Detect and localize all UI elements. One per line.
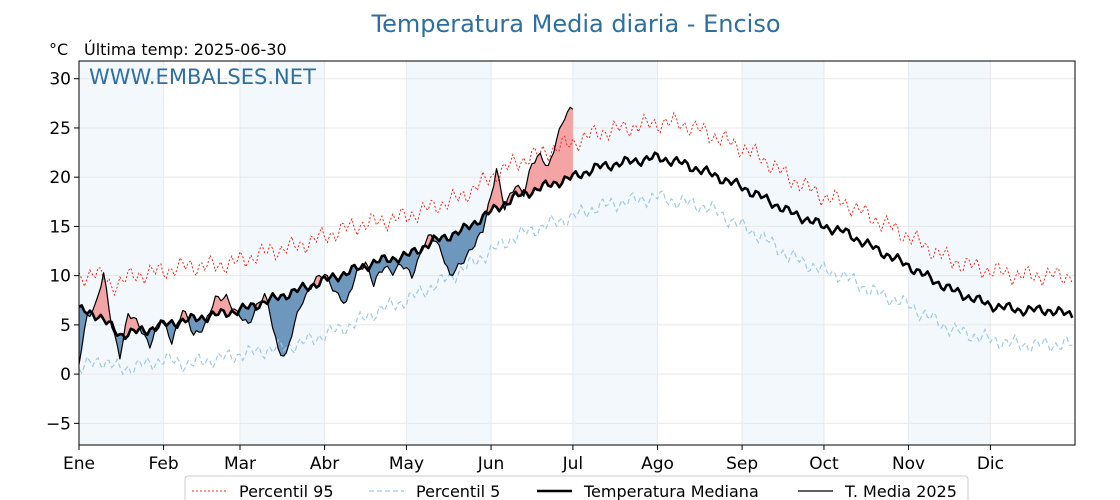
- x-tick-label: Jul: [562, 454, 584, 474]
- chart-title: Temperatura Media diaria - Enciso: [370, 10, 780, 38]
- x-tick-label: Oct: [809, 454, 839, 474]
- legend-label-percentil-95: Percentil 95: [239, 482, 334, 500]
- month-bands: [79, 61, 991, 445]
- x-tick-label: May: [389, 454, 424, 474]
- x-tick-label: Dic: [977, 454, 1004, 474]
- x-tick-label: Ago: [641, 454, 674, 474]
- x-tick-label: Mar: [224, 454, 256, 474]
- y-tick-label: 0: [60, 365, 71, 385]
- x-tick-label: Jun: [477, 454, 505, 474]
- x-tick-label: Feb: [149, 454, 179, 474]
- legend-label-temperatura-mediana: Temperatura Mediana: [583, 482, 759, 500]
- watermark-text: WWW.EMBALSES.NET: [89, 65, 316, 89]
- x-tick-label: Abr: [310, 454, 339, 474]
- above-median-fill: [79, 107, 573, 339]
- y-tick-label: 20: [49, 168, 71, 188]
- y-tick-label: −5: [46, 414, 71, 434]
- y-tick-label: 5: [60, 316, 71, 336]
- y-tick-label: 15: [49, 217, 71, 237]
- chart-legend: Percentil 95 Percentil 5 Temperatura Med…: [184, 475, 969, 500]
- y-tick-label: 25: [49, 119, 71, 139]
- x-tick-label: Ene: [63, 454, 95, 474]
- y-tick-label: 10: [49, 267, 71, 287]
- y-tick-label: 30: [49, 70, 71, 90]
- legend-label-t-media-2025: T. Media 2025: [844, 482, 957, 500]
- x-tick-label: Sep: [726, 454, 758, 474]
- x-tick-label: Nov: [892, 454, 925, 474]
- month-band: [572, 61, 658, 445]
- legend-label-percentil-5: Percentil 5: [416, 482, 500, 500]
- y-unit-label: °C: [49, 40, 68, 59]
- x-axis: Ene Feb Mar Abr May Jun Jul Ago Sep Oct Nov Dic: [63, 445, 1004, 474]
- series-line-percentil-5: [78, 189, 1073, 376]
- month-band: [239, 61, 325, 445]
- month-band: [742, 61, 824, 445]
- last-temp-label: Última temp: 2025-06-30: [84, 40, 287, 59]
- series-line-t-media-2025: [78, 106, 574, 365]
- plot-frame: [78, 60, 1076, 446]
- legend-box: [184, 475, 969, 500]
- month-band: [908, 61, 991, 445]
- series-line-temperatura-mediana: [78, 151, 1074, 341]
- y-axis: −5 0 5 10 15 20 25 30: [46, 70, 79, 434]
- month-band: [79, 61, 164, 445]
